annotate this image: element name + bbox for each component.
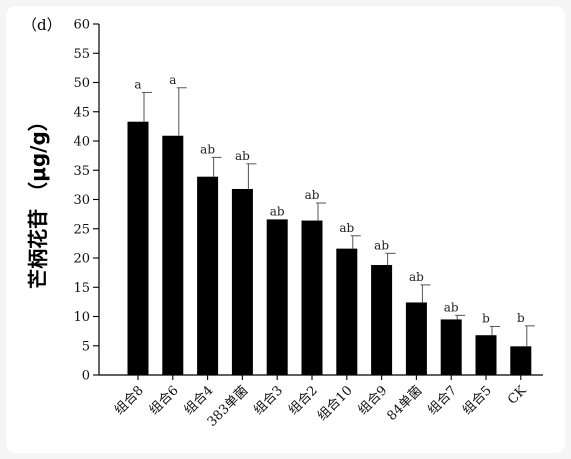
- y-tick-label: 45: [73, 105, 90, 120]
- y-tick-label: 10: [73, 310, 90, 325]
- significance-label: ab: [409, 270, 424, 284]
- significance-label: ab: [444, 300, 459, 314]
- significance-label: ab: [305, 188, 320, 202]
- category-label: 组合8: [112, 383, 147, 418]
- bar: [266, 219, 288, 375]
- significance-label: ab: [270, 204, 285, 218]
- y-tick-label: 15: [73, 281, 90, 296]
- bar: [405, 302, 427, 375]
- category-label: 组合6: [147, 383, 182, 418]
- category-label: CK: [505, 383, 530, 408]
- bar: [127, 121, 149, 375]
- y-tick-label: 55: [73, 47, 90, 62]
- significance-label: a: [134, 77, 141, 91]
- significance-label: ab: [200, 142, 215, 156]
- y-tick-label: 60: [73, 18, 90, 33]
- bar: [510, 346, 532, 375]
- category-label: 组合7: [425, 383, 460, 418]
- y-tick-label: 50: [73, 76, 90, 91]
- y-tick-label: 30: [73, 193, 90, 208]
- y-tick-label: 35: [73, 164, 90, 179]
- category-label: 84单菌: [385, 383, 426, 424]
- bar: [440, 319, 462, 375]
- y-tick-label: 40: [73, 135, 90, 150]
- y-axis-label: 芒柄花苷 （μg/g）: [26, 111, 50, 289]
- bar: [162, 135, 184, 375]
- panel-label: （d）: [22, 16, 62, 34]
- bar: [371, 265, 393, 375]
- bar: [336, 248, 358, 375]
- y-tick-label: 20: [73, 252, 90, 267]
- bar: [197, 176, 219, 375]
- significance-label: b: [517, 311, 525, 325]
- bar: [301, 220, 323, 375]
- y-tick-label: 0: [82, 369, 90, 384]
- significance-label: ab: [235, 149, 250, 163]
- y-tick-label: 25: [73, 222, 90, 237]
- bar: [475, 335, 497, 375]
- bar: [231, 188, 253, 375]
- category-label: 组合5: [460, 383, 495, 418]
- significance-label: ab: [339, 221, 354, 235]
- significance-labels: a a ab ab ab ab ab ab ab ab b b: [134, 73, 525, 326]
- y-tick-label: 5: [82, 339, 90, 354]
- error-bars: [142, 87, 535, 347]
- significance-label: b: [482, 311, 490, 325]
- category-label: 组合3: [251, 383, 286, 418]
- bars: [127, 121, 532, 375]
- significance-label: ab: [374, 238, 389, 252]
- significance-label: a: [169, 73, 176, 87]
- category-label: 组合10: [315, 383, 356, 424]
